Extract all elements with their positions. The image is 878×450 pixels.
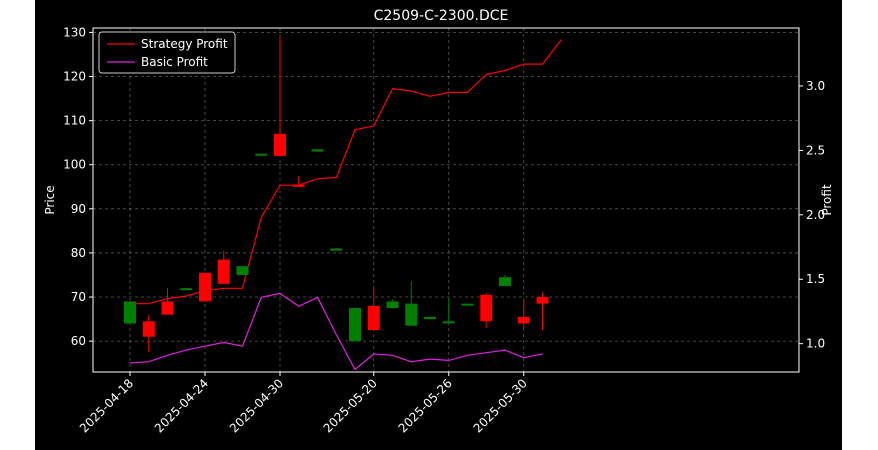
- legend-label-basic: Basic Profit: [141, 55, 208, 69]
- candle-body: [124, 301, 136, 324]
- y-tick-label: 70: [71, 290, 86, 304]
- candle-body: [461, 303, 474, 306]
- x-tick-label: 2025-04-18: [77, 376, 136, 435]
- legend: Strategy Profit Basic Profit: [98, 31, 236, 74]
- candle-body: [236, 266, 249, 275]
- candle-body: [367, 305, 380, 331]
- y-tick-label: 100: [63, 158, 86, 172]
- y2-tick-label: 2.0: [806, 208, 825, 222]
- y-tick-label: 80: [71, 246, 86, 260]
- candle-body: [405, 303, 418, 326]
- candle-body: [311, 149, 324, 152]
- strategy-profit-line: [130, 39, 562, 305]
- candle-body: [480, 294, 493, 322]
- candle-body: [199, 272, 211, 302]
- x-tick-label: 2025-04-30: [227, 376, 286, 435]
- candle-body: [536, 297, 549, 304]
- candle-body: [255, 153, 268, 156]
- grid: [93, 28, 799, 372]
- candle-body: [274, 133, 286, 156]
- y-tick-label: 90: [71, 202, 86, 216]
- candle-body: [499, 277, 511, 286]
- x-tick-label: 2025-05-26: [396, 376, 455, 435]
- y2-tick-label: 1.0: [806, 337, 825, 351]
- candle-body: [161, 301, 174, 315]
- candles: [124, 36, 549, 353]
- y-tick-label: 120: [63, 70, 86, 84]
- y-tick-label: 60: [71, 334, 86, 348]
- chart-frame: C2509-C-2300.DCE 60 70 80 90 100 110 120 130 1.0…: [35, 0, 842, 450]
- plot-area-border: [92, 27, 800, 373]
- candle-body: [217, 259, 230, 284]
- x-tick-label: 2025-05-30: [471, 376, 530, 435]
- y-tick-label: 110: [63, 114, 86, 128]
- y2-tick-label: 3.0: [806, 79, 825, 93]
- x-tick-label: 2025-05-20: [321, 376, 380, 435]
- legend-label-strategy: Strategy Profit: [141, 37, 228, 51]
- y2-axis-label: Profit: [820, 184, 834, 216]
- chart-title: C2509-C-2300.DCE: [374, 8, 509, 24]
- y-tick-label: 130: [63, 25, 86, 39]
- y2-tick-label: 1.5: [806, 272, 825, 286]
- candle-body: [424, 316, 436, 320]
- legend-box: [98, 31, 236, 74]
- candle-body: [517, 316, 530, 324]
- y-axis-label: Price: [43, 185, 57, 214]
- candlestick-chart: C2509-C-2300.DCE 60 70 80 90 100 110 120 130 1.0…: [43, 8, 834, 435]
- x-tick-label: 2025-04-24: [152, 376, 211, 435]
- basic-profit-line: [129, 292, 543, 371]
- candle-body: [442, 321, 455, 324]
- candle-body: [180, 288, 193, 291]
- candle-body: [349, 308, 361, 342]
- profit-lines: [129, 39, 562, 371]
- candle-body: [292, 184, 305, 187]
- candle-body: [142, 321, 155, 337]
- candle-body: [330, 248, 343, 251]
- axes: 60 70 80 90 100 110 120 130 1.0 1.5 2.0 2.5 3.0 2025-…: [63, 25, 825, 435]
- y2-tick-label: 2.5: [806, 143, 825, 157]
- candle-body: [386, 301, 399, 309]
